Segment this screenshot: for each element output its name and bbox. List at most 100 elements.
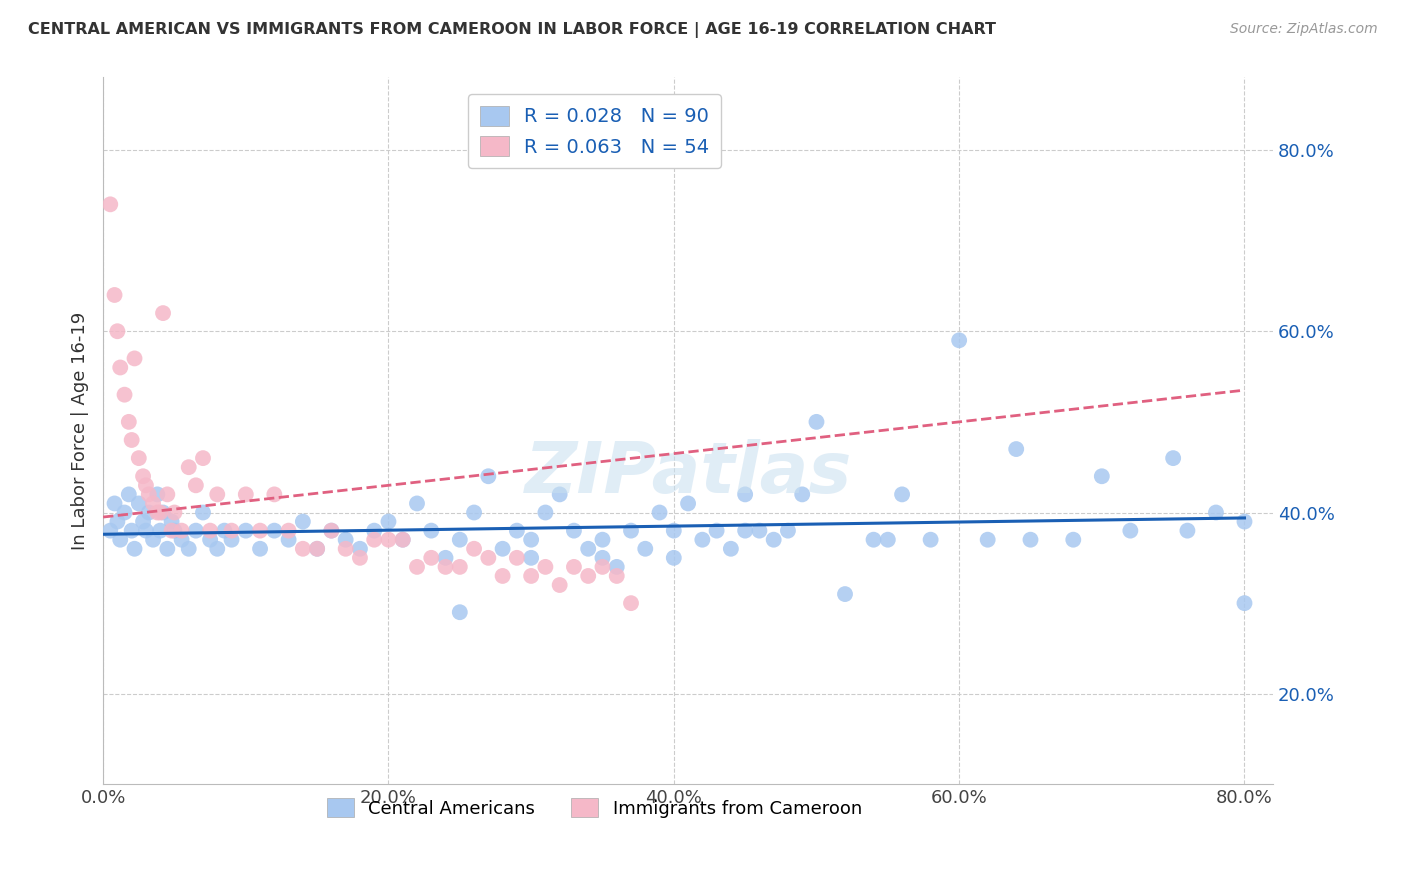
- Point: [207, 487, 229, 501]
- Point: [592, 533, 614, 547]
- Point: [221, 533, 243, 547]
- Point: [434, 560, 457, 574]
- Point: [420, 524, 443, 538]
- Point: [263, 487, 285, 501]
- Point: [249, 524, 271, 538]
- Point: [534, 506, 557, 520]
- Point: [363, 533, 385, 547]
- Point: [506, 550, 529, 565]
- Point: [506, 524, 529, 538]
- Point: [98, 197, 121, 211]
- Point: [491, 541, 513, 556]
- Point: [562, 560, 585, 574]
- Point: [548, 487, 571, 501]
- Point: [121, 524, 143, 538]
- Point: [576, 569, 599, 583]
- Point: [170, 533, 193, 547]
- Point: [948, 333, 970, 347]
- Point: [676, 496, 699, 510]
- Point: [1119, 524, 1142, 538]
- Point: [391, 533, 413, 547]
- Point: [110, 360, 132, 375]
- Point: [128, 451, 150, 466]
- Point: [349, 541, 371, 556]
- Point: [1233, 596, 1256, 610]
- Point: [592, 560, 614, 574]
- Point: [349, 550, 371, 565]
- Point: [163, 524, 186, 538]
- Point: [1177, 524, 1199, 538]
- Point: [132, 515, 155, 529]
- Point: [110, 533, 132, 547]
- Point: [692, 533, 714, 547]
- Y-axis label: In Labor Force | Age 16-19: In Labor Force | Age 16-19: [72, 312, 89, 550]
- Point: [862, 533, 884, 547]
- Point: [662, 550, 685, 565]
- Point: [463, 541, 485, 556]
- Point: [128, 496, 150, 510]
- Point: [146, 506, 169, 520]
- Point: [391, 533, 413, 547]
- Point: [1062, 533, 1084, 547]
- Point: [377, 533, 399, 547]
- Point: [776, 524, 799, 538]
- Point: [191, 506, 214, 520]
- Point: [142, 533, 165, 547]
- Point: [891, 487, 914, 501]
- Point: [124, 351, 146, 366]
- Point: [876, 533, 898, 547]
- Point: [620, 524, 643, 538]
- Point: [152, 306, 174, 320]
- Point: [449, 605, 471, 619]
- Point: [118, 487, 141, 501]
- Point: [321, 524, 343, 538]
- Point: [291, 541, 314, 556]
- Point: [720, 541, 742, 556]
- Point: [335, 541, 357, 556]
- Point: [606, 560, 628, 574]
- Point: [520, 550, 543, 565]
- Point: [748, 524, 770, 538]
- Point: [114, 506, 136, 520]
- Point: [132, 469, 155, 483]
- Point: [142, 496, 165, 510]
- Point: [307, 541, 329, 556]
- Point: [976, 533, 998, 547]
- Point: [277, 524, 299, 538]
- Point: [706, 524, 728, 538]
- Point: [834, 587, 856, 601]
- Point: [277, 533, 299, 547]
- Point: [1019, 533, 1042, 547]
- Point: [146, 487, 169, 501]
- Point: [135, 478, 157, 492]
- Point: [562, 524, 585, 538]
- Point: [762, 533, 785, 547]
- Point: [434, 550, 457, 565]
- Point: [463, 506, 485, 520]
- Point: [135, 524, 157, 538]
- Point: [156, 541, 179, 556]
- Point: [363, 524, 385, 538]
- Point: [307, 541, 329, 556]
- Point: [520, 533, 543, 547]
- Point: [920, 533, 942, 547]
- Point: [114, 387, 136, 401]
- Point: [477, 469, 499, 483]
- Point: [1233, 515, 1256, 529]
- Point: [152, 506, 174, 520]
- Point: [606, 569, 628, 583]
- Point: [149, 524, 172, 538]
- Point: [449, 533, 471, 547]
- Point: [449, 560, 471, 574]
- Point: [191, 451, 214, 466]
- Point: [177, 460, 200, 475]
- Point: [477, 550, 499, 565]
- Point: [156, 487, 179, 501]
- Point: [592, 550, 614, 565]
- Point: [214, 524, 236, 538]
- Point: [160, 524, 183, 538]
- Point: [520, 569, 543, 583]
- Point: [221, 524, 243, 538]
- Point: [291, 515, 314, 529]
- Point: [662, 524, 685, 538]
